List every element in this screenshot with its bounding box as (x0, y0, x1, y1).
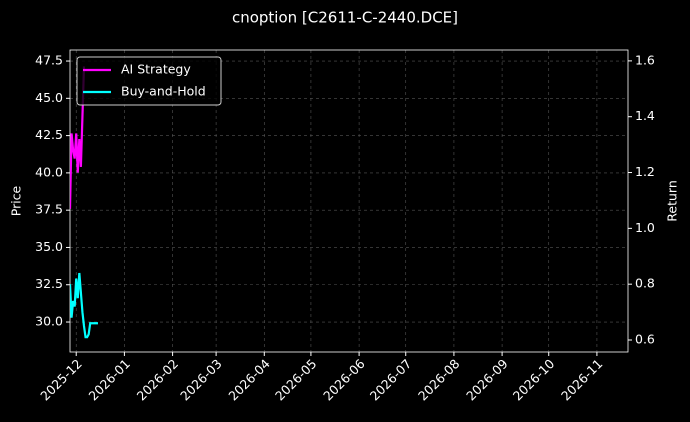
y-tick-label: 37.5 (35, 202, 63, 217)
y-axis-label: Price (9, 185, 24, 216)
y-tick-label: 47.5 (35, 53, 63, 68)
y-tick-label: 40.0 (35, 164, 63, 179)
series-line (70, 66, 86, 209)
chart-title: cnoption [C2611-C-2440.DCE] (232, 9, 458, 27)
y2-tick-label: 0.6 (635, 331, 655, 346)
y-tick-label: 45.0 (35, 90, 63, 105)
y2-tick-label: 1.6 (635, 52, 655, 67)
y-tick-label: 32.5 (35, 276, 63, 291)
y2-axis-label: Return (665, 180, 680, 221)
y-tick-label: 30.0 (35, 314, 63, 329)
y2-tick-label: 1.4 (635, 108, 655, 123)
y2-tick-label: 1.0 (635, 220, 655, 235)
legend-box (76, 56, 222, 106)
legend-label: Buy-and-Hold (121, 84, 206, 99)
y-tick-label: 42.5 (35, 127, 63, 142)
y-tick-label: 35.0 (35, 239, 63, 254)
y2-tick-label: 1.2 (635, 164, 655, 179)
y2-tick-label: 0.8 (635, 276, 655, 291)
series-line (70, 272, 98, 339)
legend-label: AI Strategy (121, 62, 191, 77)
